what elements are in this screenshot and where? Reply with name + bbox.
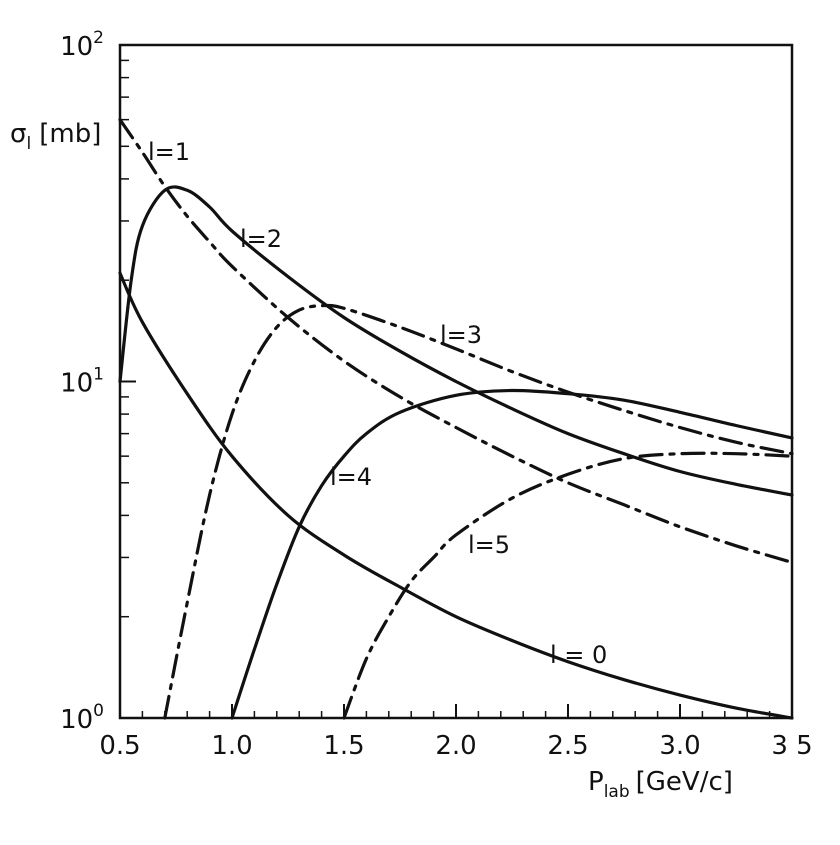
y-tick-label: 101	[60, 365, 104, 399]
x-tick-label: 1.5	[323, 731, 364, 761]
x-tick-label: 2.0	[435, 731, 476, 761]
y-axis-title-symbol: σ	[10, 119, 26, 149]
x-tick-label: 0.5	[99, 731, 140, 761]
y-tick-label: 100	[60, 701, 104, 735]
series-line-l4	[230, 388, 794, 720]
x-axis-title-unit: [GeV/c]	[636, 767, 733, 797]
curve-label: l=2	[240, 225, 282, 253]
x-axis-title-symbol: P	[588, 767, 604, 797]
x-tick-label: 3.0	[659, 731, 700, 761]
curve-label: l = 0	[550, 641, 607, 669]
x-tick-label: 3 5	[771, 731, 812, 761]
x-axis-title-subscript: lab	[604, 782, 630, 802]
curve-label: l=1	[148, 138, 190, 166]
curve-label: l=5	[468, 531, 510, 559]
series-line-l0	[118, 271, 794, 720]
x-axis-title: Plab [GeV/c]	[588, 767, 733, 802]
x-tick-label: 1.0	[211, 731, 252, 761]
curve-label: l=3	[440, 321, 482, 349]
y-axis-title: σl [mb]	[10, 119, 101, 154]
series-line-l3	[163, 303, 794, 720]
y-axis-title-unit: [mb]	[39, 119, 101, 149]
series-line-l5	[342, 451, 794, 720]
series-layer	[118, 118, 794, 720]
plot-frame	[118, 43, 794, 720]
curve-label: l=4	[330, 463, 372, 491]
y-axis-title-subscript: l	[26, 134, 31, 154]
series-line-l1	[118, 118, 794, 564]
x-tick-label: 2.5	[547, 731, 588, 761]
labels-layer: 0.5 1.0 1.5 2.0 2.5 3.0 3 5 100 101 102 l=1 l=2 l=3 l…	[60, 28, 813, 761]
y-tick-label: 102	[60, 28, 104, 62]
